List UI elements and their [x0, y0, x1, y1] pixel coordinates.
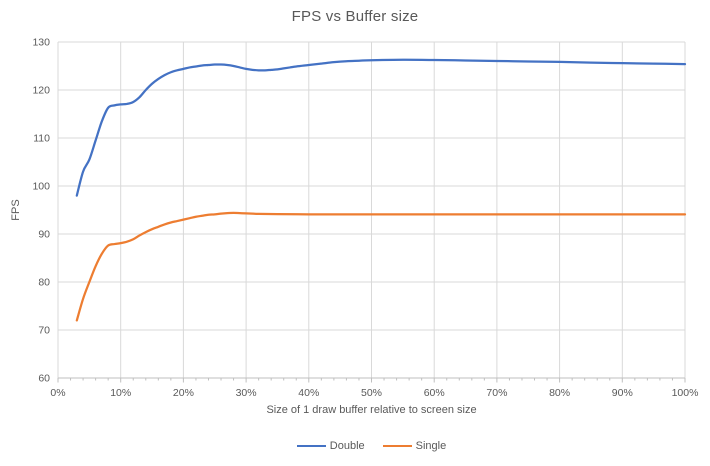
x-tick-label: 40% [298, 387, 319, 399]
x-tick-label: 90% [612, 387, 633, 399]
y-axis-title: FPS [10, 199, 22, 221]
x-tick-label: 10% [110, 387, 131, 399]
x-axis-title: Size of 1 draw buffer relative to screen… [266, 404, 477, 416]
y-tick-label: 70 [38, 325, 50, 337]
series-line-single [75, 211, 687, 322]
y-tick-label: 110 [33, 133, 50, 145]
single-series-swatch-icon [382, 445, 412, 447]
y-tick-label: 130 [32, 37, 50, 49]
x-tick-label: 50% [361, 387, 382, 399]
legend-item-double: Double [296, 440, 365, 452]
legend-item-single: Single [382, 440, 447, 452]
legend: Double Single [58, 440, 685, 452]
x-tick-label: 100% [672, 387, 699, 399]
y-tick-label: 120 [32, 85, 50, 97]
legend-label-single: Single [415, 440, 447, 452]
x-tick-label: 30% [236, 387, 257, 399]
legend-label-double: Double [329, 440, 365, 452]
y-tick-label: 60 [38, 373, 50, 385]
x-tick-label: 70% [486, 387, 507, 399]
double-series-swatch-icon [296, 445, 326, 447]
y-tick-label: 90 [38, 229, 50, 241]
series-line-double [75, 58, 687, 197]
x-tick-label: 20% [173, 387, 194, 399]
x-tick-label: 0% [50, 387, 65, 399]
y-tick-label: 80 [38, 277, 50, 289]
x-tick-label: 80% [549, 387, 570, 399]
x-tick-label: 60% [424, 387, 445, 399]
chart-title: FPS vs Buffer size [291, 8, 419, 25]
y-tick-label: 100 [32, 181, 50, 193]
